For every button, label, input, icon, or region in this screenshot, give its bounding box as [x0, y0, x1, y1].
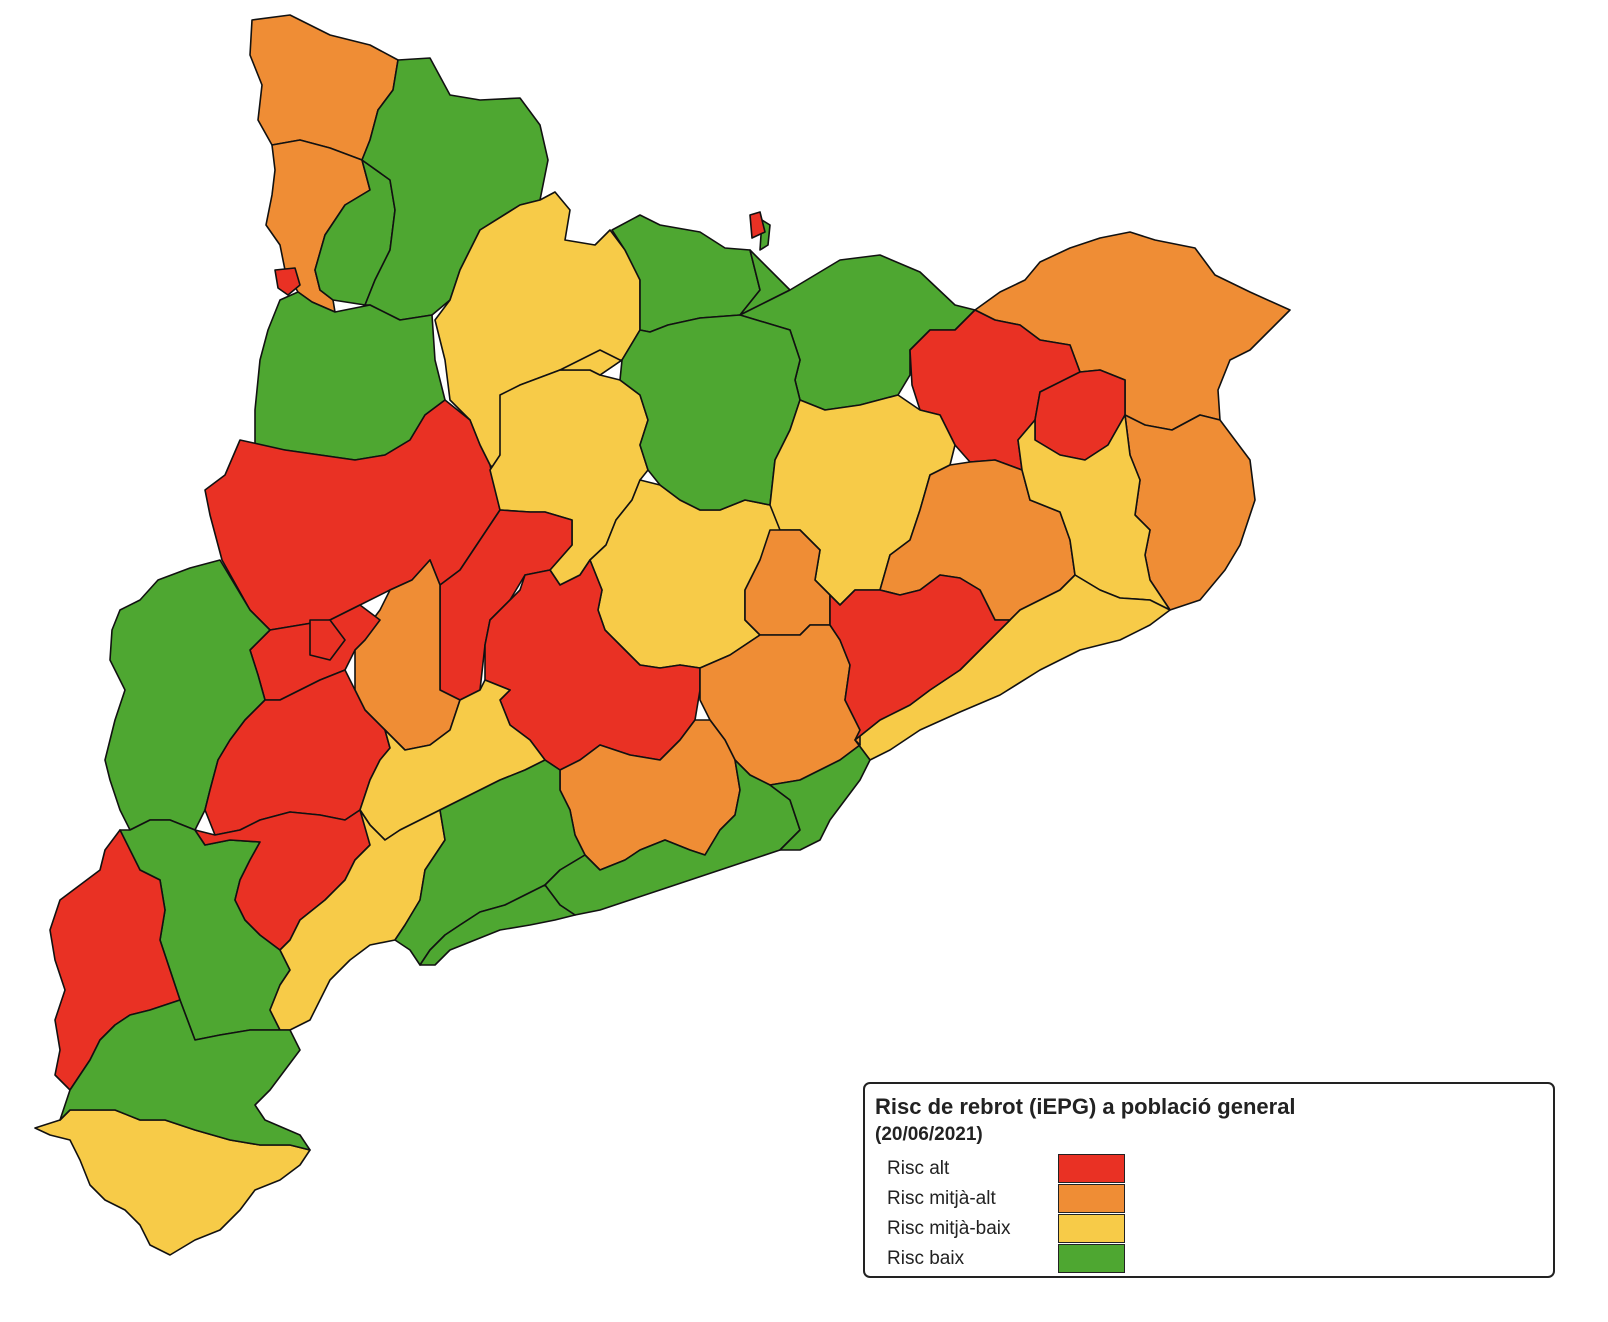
comarca-region: [619, 314, 801, 511]
legend-item-risc-mitja-baix: Risc mitjà-baix: [865, 1214, 1165, 1244]
legend-label: Risc mitjà-baix: [887, 1218, 1011, 1239]
comarca-region: [769, 739, 871, 851]
legend-label: Risc baix: [887, 1248, 965, 1269]
comarca-region: [274, 267, 301, 296]
comarca-region: [419, 884, 576, 966]
legend-swatch-yellow: [1058, 1214, 1125, 1243]
comarca-region: [829, 574, 1011, 741]
comarca-region: [59, 999, 311, 1151]
comarca-region: [269, 809, 446, 1031]
legend-swatch-red: [1058, 1154, 1125, 1183]
legend-item-risc-alt: Risc alt: [865, 1154, 1165, 1184]
comarca-region: [559, 349, 623, 376]
comarca-region: [309, 619, 346, 661]
legend-swatch-green: [1058, 1244, 1125, 1273]
comarca-region: [1017, 414, 1171, 611]
legend-title: Risc de rebrot (iEPG) a població general: [875, 1094, 1296, 1119]
comarca-region: [749, 211, 766, 239]
legend: Risc de rebrot (iEPG) a població general…: [863, 1082, 1555, 1278]
legend-subtitle: (20/06/2021): [875, 1124, 983, 1145]
legend-swatch-orange: [1058, 1184, 1125, 1213]
legend-label: Risc mitjà-alt: [887, 1188, 996, 1209]
legend-label: Risc alt: [887, 1158, 950, 1179]
legend-item-risc-mitja-alt: Risc mitjà-alt: [865, 1184, 1165, 1214]
legend-item-risc-baix: Risc baix: [865, 1244, 1165, 1274]
